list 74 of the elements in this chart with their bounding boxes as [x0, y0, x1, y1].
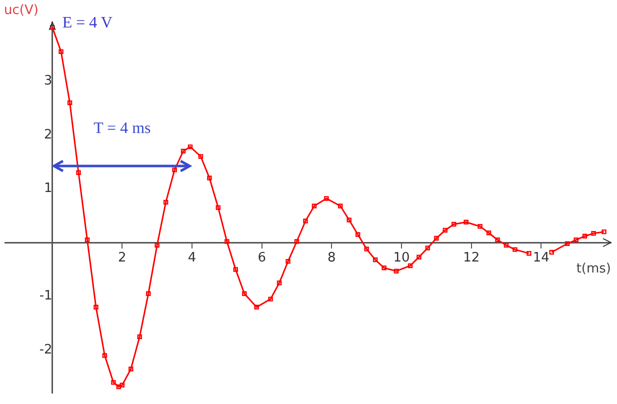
point	[346, 218, 352, 222]
point	[382, 265, 386, 270]
point	[324, 196, 329, 201]
point	[58, 49, 64, 54]
y-tick-label: -2	[39, 342, 52, 358]
x-tick-label: 8	[328, 250, 336, 266]
point	[207, 176, 212, 180]
point	[67, 100, 72, 106]
point	[294, 239, 300, 244]
x-tick-label: 14	[532, 250, 550, 266]
point	[268, 296, 273, 302]
point	[512, 247, 518, 252]
point	[276, 280, 282, 286]
point	[286, 259, 290, 264]
point	[254, 304, 259, 310]
y-tick-label: 1	[44, 181, 52, 196]
point	[434, 236, 439, 241]
x-tick-label: 2	[118, 250, 126, 266]
y-tick-label: -1	[39, 288, 52, 304]
point	[233, 267, 238, 272]
x-tick-label: 6	[258, 250, 266, 266]
point	[582, 234, 588, 238]
x-tick-label: 4	[188, 250, 196, 266]
point	[591, 231, 596, 236]
x-tick-label: 10	[393, 250, 410, 266]
point	[574, 238, 578, 242]
point	[394, 268, 399, 274]
point	[242, 291, 247, 296]
point	[303, 218, 308, 224]
point	[111, 380, 116, 385]
point	[216, 205, 221, 210]
point	[486, 230, 492, 236]
point	[504, 242, 509, 248]
point	[102, 353, 108, 358]
point	[464, 220, 468, 224]
annotation: E = 4 V	[62, 14, 113, 32]
point	[198, 154, 204, 159]
point	[364, 246, 369, 252]
y-tick-label: 3	[44, 74, 52, 89]
point	[84, 238, 90, 242]
point	[372, 257, 378, 262]
point	[478, 224, 482, 229]
point	[188, 144, 193, 150]
point	[425, 246, 430, 250]
point	[116, 384, 122, 390]
point	[94, 304, 98, 310]
point	[564, 241, 570, 246]
annotation: T = 4 ms	[94, 120, 151, 138]
point	[224, 239, 230, 244]
point	[120, 382, 125, 388]
point	[408, 263, 413, 268]
point	[180, 148, 186, 154]
point	[452, 222, 456, 227]
point	[128, 366, 134, 372]
point	[137, 334, 142, 340]
point	[602, 229, 606, 234]
point	[163, 200, 168, 205]
point	[172, 168, 177, 172]
point	[355, 232, 360, 237]
x-tick-label: 12	[463, 250, 480, 266]
point	[495, 238, 500, 242]
point	[526, 250, 532, 256]
point	[442, 228, 448, 233]
point	[50, 25, 55, 30]
point	[154, 242, 160, 248]
point	[416, 254, 422, 260]
point	[146, 291, 151, 296]
point	[338, 204, 343, 208]
point	[549, 250, 554, 255]
x-axis-title: t(ms)	[576, 261, 611, 276]
point	[76, 170, 81, 175]
y-axis-title: uc(V)	[4, 2, 38, 18]
y-tick-label: 2	[44, 127, 52, 142]
point	[312, 204, 317, 208]
